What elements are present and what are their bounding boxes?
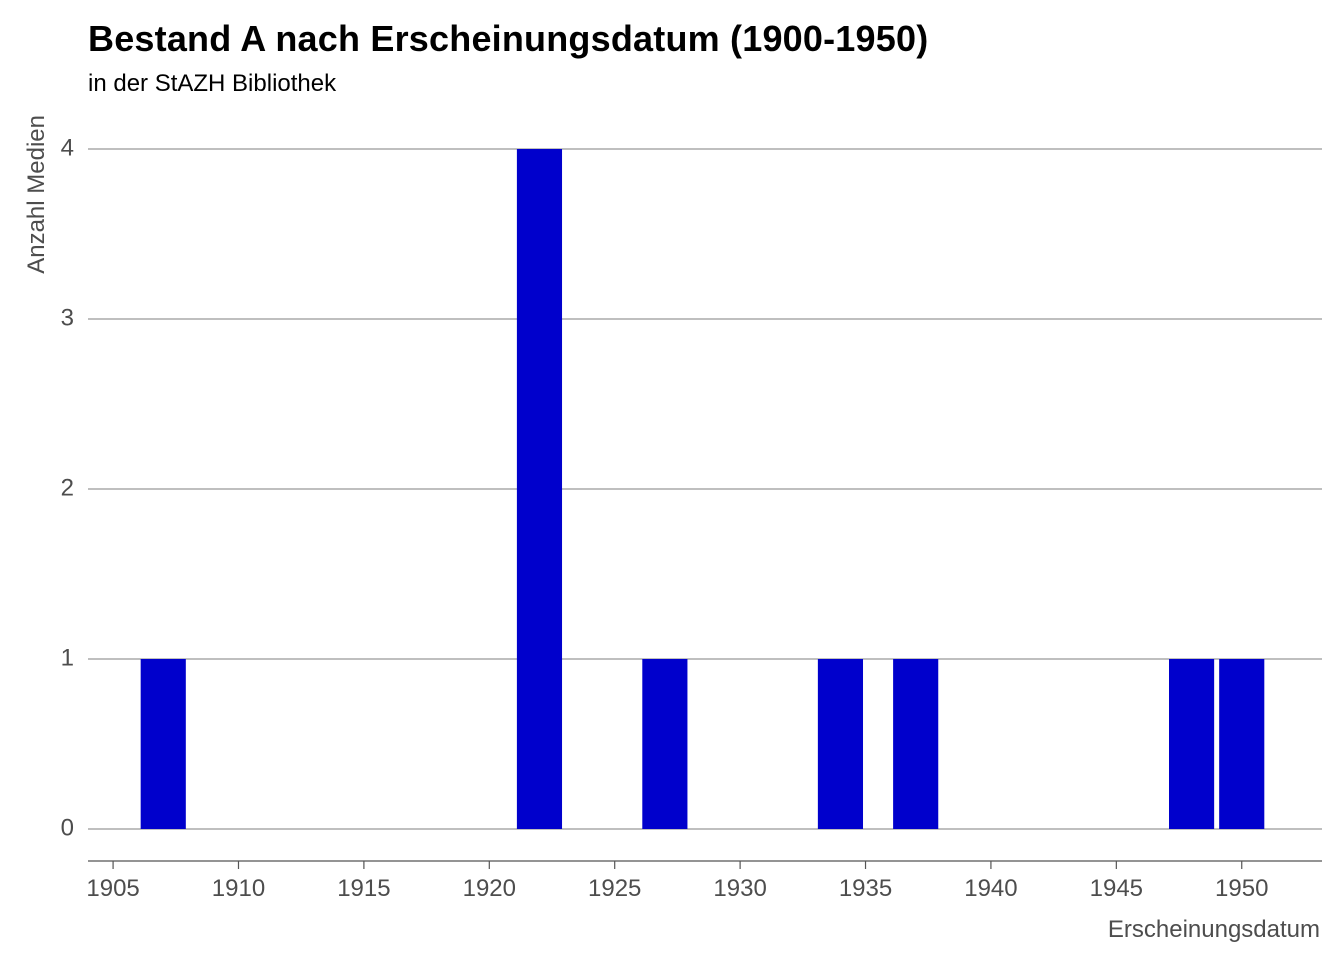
bar xyxy=(1169,659,1214,829)
x-axis-title: Erscheinungsdatum xyxy=(1108,916,1320,943)
x-tick-label: 1935 xyxy=(839,875,892,902)
x-tick-label: 1950 xyxy=(1215,875,1268,902)
y-ticks: 0 1 2 3 4 xyxy=(61,134,74,841)
x-tick-label: 1910 xyxy=(212,875,265,902)
x-tick-label: 1915 xyxy=(337,875,390,902)
x-tick-label: 1925 xyxy=(588,875,641,902)
bar xyxy=(818,659,863,829)
gridlines xyxy=(88,149,1322,829)
y-tick-label: 0 xyxy=(61,814,74,841)
y-tick-label: 1 xyxy=(61,644,74,671)
bar xyxy=(141,659,186,829)
bar xyxy=(1219,659,1264,829)
y-tick-label: 3 xyxy=(61,304,74,331)
y-axis-title: Anzahl Medien xyxy=(23,115,50,274)
x-ticks: 1905 1910 1915 1920 1925 1930 1935 1940 1945 1950 xyxy=(86,861,1268,902)
bar xyxy=(642,659,687,829)
x-tick-label: 1940 xyxy=(964,875,1017,902)
y-tick-label: 4 xyxy=(61,134,74,161)
x-tick-label: 1920 xyxy=(463,875,516,902)
x-tick-label: 1905 xyxy=(86,875,139,902)
x-tick-label: 1930 xyxy=(713,875,766,902)
x-tick-label: 1945 xyxy=(1090,875,1143,902)
bar xyxy=(517,149,562,829)
bar xyxy=(893,659,938,829)
y-tick-label: 2 xyxy=(61,474,74,501)
